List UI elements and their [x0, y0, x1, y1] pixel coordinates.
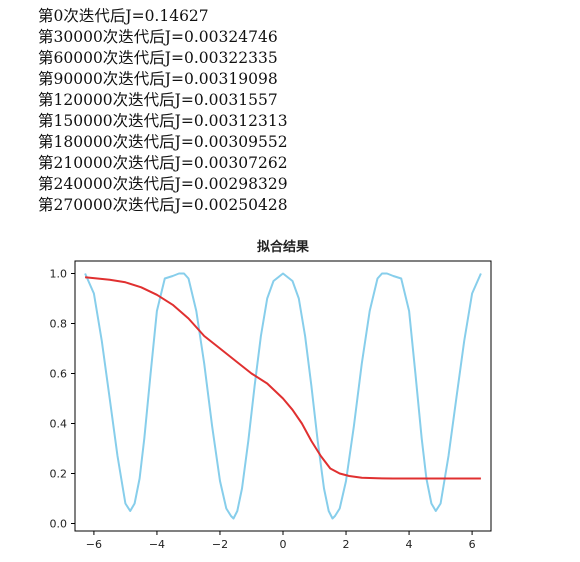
series-line-fit	[84, 276, 481, 480]
x-tick-label: −2	[212, 538, 228, 551]
y-tick-label: 1.0	[50, 268, 68, 281]
x-tick-label: 4	[406, 538, 413, 551]
y-tick-label: 0.4	[50, 418, 68, 431]
log-line: 第210000次迭代后J=0.00307262	[38, 154, 288, 172]
log-line: 第120000次迭代后J=0.0031557	[38, 91, 278, 109]
x-axis-ticks: −6 −4 −2 0 2 4 6	[86, 531, 476, 551]
x-tick-label: 0	[280, 538, 287, 551]
log-line: 第270000次迭代后J=0.00250428	[38, 196, 288, 214]
y-tick-label: 0.2	[50, 468, 68, 481]
fit-result-chart: 拟合结果 −6 −4 −2 0 2 4 6 0.0 0.2 0.4 0.6 0.8 1.0	[50, 239, 492, 551]
chart-title: 拟合结果	[257, 239, 309, 255]
x-tick-label: −4	[149, 538, 165, 551]
series-line-target	[84, 272, 482, 520]
log-line: 第90000次迭代后J=0.00319098	[38, 70, 278, 88]
x-tick-label: 6	[469, 538, 476, 551]
y-tick-label: 0.6	[50, 368, 68, 381]
log-line: 第180000次迭代后J=0.00309552	[38, 133, 288, 151]
x-tick-label: 2	[343, 538, 350, 551]
iteration-log: 第0次迭代后J=0.14627 第30000次迭代后J=0.00324746 第60…	[38, 6, 288, 216]
log-line: 第30000次迭代后J=0.00324746	[38, 28, 278, 46]
x-tick-label: −6	[86, 538, 102, 551]
log-line: 第60000次迭代后J=0.00322335	[38, 49, 278, 67]
y-tick-label: 0.0	[50, 518, 68, 531]
y-tick-label: 0.8	[50, 318, 68, 331]
log-line: 第0次迭代后J=0.14627	[38, 7, 209, 25]
y-axis-ticks: 0.0 0.2 0.4 0.6 0.8 1.0	[50, 268, 75, 531]
log-line: 第240000次迭代后J=0.00298329	[38, 175, 288, 193]
log-line: 第150000次迭代后J=0.00312313	[38, 112, 288, 130]
series-layer	[84, 272, 482, 520]
